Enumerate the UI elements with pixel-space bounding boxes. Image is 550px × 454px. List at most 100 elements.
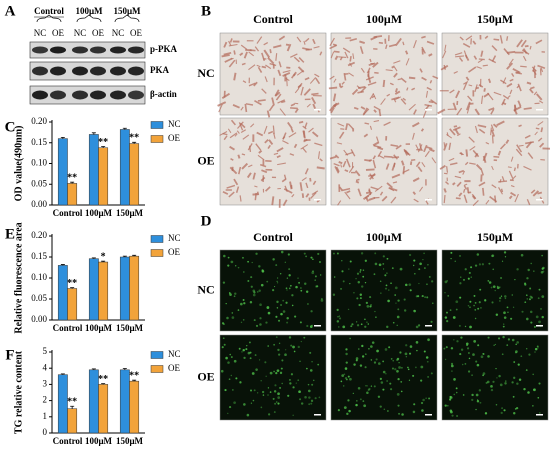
lipid-droplet	[504, 297, 507, 300]
lipid-droplet	[359, 364, 363, 367]
lipid-droplet	[476, 363, 480, 367]
lipid-droplet	[337, 315, 339, 318]
lipid-droplet	[225, 356, 228, 360]
lipid-droplet	[353, 292, 355, 294]
cell	[458, 169, 465, 174]
lipid-droplet	[366, 321, 368, 323]
lipid-droplet	[261, 390, 265, 394]
lipid-droplet	[285, 301, 288, 304]
cell	[391, 65, 395, 69]
cell	[458, 192, 463, 197]
lipid-droplet	[530, 262, 532, 265]
lipid-droplet	[385, 373, 387, 375]
cell	[233, 50, 236, 55]
lipid-droplet	[520, 355, 523, 358]
lipid-droplet	[448, 398, 452, 401]
cell	[368, 159, 373, 162]
panel-label: B	[201, 3, 211, 19]
lipid-droplet	[378, 362, 381, 365]
cell	[462, 170, 466, 175]
lipid-droplet	[285, 349, 287, 351]
cell	[417, 144, 423, 153]
lipid-droplet	[386, 380, 388, 382]
lipid-droplet	[382, 388, 385, 391]
lipid-droplet	[524, 301, 527, 304]
cell	[286, 43, 292, 52]
cell	[282, 70, 291, 73]
cell	[455, 55, 465, 58]
lipid-droplet	[336, 320, 340, 323]
lipid-droplet	[456, 340, 459, 343]
cell	[464, 161, 469, 166]
cell	[232, 103, 240, 109]
lipid-droplet	[319, 274, 322, 276]
band	[50, 66, 66, 76]
cell	[463, 185, 468, 190]
cell	[242, 80, 247, 84]
cell	[480, 95, 484, 105]
lipid-droplet	[449, 395, 452, 399]
cell	[454, 175, 462, 179]
cell	[428, 53, 433, 57]
lipid-droplet	[297, 345, 300, 349]
lipid-droplet	[252, 293, 256, 297]
lipid-droplet	[347, 375, 350, 378]
lipid-droplet	[479, 401, 482, 404]
column-label: 100μM	[366, 12, 402, 26]
cell	[478, 58, 485, 61]
lipid-droplet	[525, 369, 528, 371]
lipid-droplet	[487, 355, 490, 358]
lipid-droplet	[222, 281, 226, 284]
cell	[369, 125, 373, 130]
cell	[312, 38, 316, 45]
lipid-droplet	[292, 414, 294, 416]
cell	[254, 99, 262, 106]
cell	[277, 162, 286, 166]
lipid-droplet	[495, 404, 498, 406]
band	[128, 46, 144, 54]
lipid-droplet	[304, 395, 307, 399]
lipid-droplet	[300, 402, 304, 405]
cell	[413, 40, 417, 49]
lipid-droplet	[469, 325, 472, 329]
cell	[277, 99, 285, 104]
cell	[335, 166, 340, 173]
cell	[242, 134, 250, 140]
lipid-droplet	[242, 348, 245, 352]
cell	[271, 97, 275, 106]
bar	[98, 147, 109, 206]
lipid-droplet	[300, 289, 303, 292]
lipid-droplet	[359, 293, 363, 297]
cell	[223, 135, 228, 141]
cell	[421, 46, 426, 54]
lipid-droplet	[272, 258, 275, 261]
lipid-droplet	[468, 357, 471, 360]
cell	[533, 91, 538, 96]
cell	[311, 190, 319, 196]
lipid-droplet	[493, 344, 495, 346]
lipid-droplet	[409, 345, 413, 348]
lipid-droplet	[444, 358, 447, 361]
error-bar	[91, 132, 96, 135]
cell	[264, 76, 268, 83]
cell	[466, 187, 470, 194]
error-bar	[122, 127, 127, 130]
lipid-droplet	[367, 323, 370, 325]
cell	[493, 91, 502, 96]
cell	[529, 45, 532, 50]
cell	[248, 51, 255, 57]
cell	[244, 103, 248, 113]
cell	[383, 155, 393, 158]
lipid-droplet	[427, 376, 429, 378]
lipid-droplet	[487, 336, 490, 339]
lipid-droplet	[425, 356, 429, 359]
lipid-droplet	[451, 370, 453, 372]
cell	[499, 178, 502, 183]
bar	[57, 265, 68, 321]
lipid-droplet	[365, 385, 367, 387]
cell	[449, 128, 456, 136]
lipid-droplet	[303, 336, 306, 339]
cell	[240, 44, 248, 50]
cell	[306, 103, 311, 108]
bar	[67, 288, 78, 321]
